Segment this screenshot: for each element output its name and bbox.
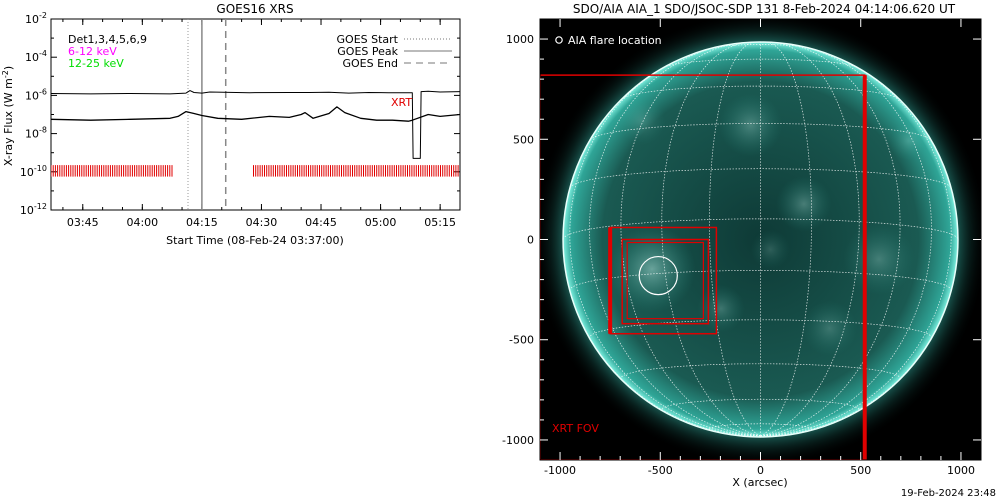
series-line-low xyxy=(51,106,460,122)
longitude-line xyxy=(760,43,901,437)
longitude-line xyxy=(589,44,761,437)
active-region-glow xyxy=(618,97,666,145)
y-tick-label: 10-8 xyxy=(25,126,47,141)
xrt-coverage-ticks xyxy=(51,165,459,177)
longitude-line xyxy=(709,42,761,437)
latitude-line xyxy=(563,218,958,240)
legend-low-band: 6-12 keV xyxy=(68,45,117,58)
x-tick-label: 04:15 xyxy=(186,216,218,229)
legend-circle-icon xyxy=(555,36,563,44)
xrt-fov-box xyxy=(626,241,704,320)
aia-image-panel: SDO/AIA AIA_1 SDO/JSOC-SDP 131 8-Feb-202… xyxy=(502,2,982,489)
legend-high-band: 12-25 keV xyxy=(68,57,124,70)
legend-goes-peak: GOES Peak xyxy=(337,45,398,58)
aia-y-tick-label: 500 xyxy=(513,133,534,146)
legend-goes-end: GOES End xyxy=(342,57,398,70)
xrt-label: XRT xyxy=(391,96,412,109)
aia-x-tick-label: 500 xyxy=(850,464,871,477)
active-region-glow xyxy=(843,223,915,295)
footer-timestamp: 19-Feb-2024 23:48 xyxy=(901,488,996,499)
longitude-line xyxy=(760,57,952,437)
x-tick-label: 05:00 xyxy=(365,216,397,229)
aia-x-axis-label: X (arcsec) xyxy=(732,476,787,489)
aia-y-tick-label: -1000 xyxy=(502,434,534,447)
latitude-line xyxy=(589,319,932,339)
goes-event-lines xyxy=(187,19,227,210)
aia-x-tick-label: -1000 xyxy=(544,464,576,477)
aia-legend: AIA flare location xyxy=(568,34,662,47)
aia-x-tick-label: -500 xyxy=(648,464,673,477)
latitude-line xyxy=(569,270,952,291)
aia-x-tick-label: 1000 xyxy=(947,464,975,477)
aia-axes: -1000 -500 0 500 1000 1000 500 0 -500 -1000 xyxy=(502,19,981,477)
latitude-line xyxy=(620,363,901,380)
longitude-line xyxy=(760,42,860,437)
goes-x-axis: 03:45 04:00 04:15 04:30 04:45 05:00 05:15 xyxy=(62,19,461,229)
x-tick-label: 05:15 xyxy=(424,216,456,229)
x-tick-label: 04:00 xyxy=(126,216,158,229)
goes-xrs-panel: GOES16 XRS 10-2 10-4 10-6 10-8 10-10 10-12 03… xyxy=(1,2,461,247)
x-tick-label: 04:45 xyxy=(305,216,337,229)
active-region-glow xyxy=(888,121,929,161)
longitude-line xyxy=(661,42,761,437)
y-tick-label: 10-4 xyxy=(25,49,47,64)
xrt-fov-boxes xyxy=(540,74,867,460)
x-tick-label: 03:45 xyxy=(67,216,99,229)
longitude-line xyxy=(569,57,761,437)
aia-y-tick-label: 0 xyxy=(527,234,534,247)
active-region-glow xyxy=(697,284,745,333)
active-region-glow xyxy=(801,300,858,356)
active-region-glow xyxy=(776,176,832,232)
longitude-line xyxy=(760,44,932,437)
aia-y-tick-label: 1000 xyxy=(506,33,534,46)
latitude-line xyxy=(589,123,932,141)
latitude-line xyxy=(663,58,858,68)
y-tick-label: 10-10 xyxy=(20,164,47,179)
latitude-line xyxy=(621,85,900,100)
longitude-line xyxy=(620,43,761,437)
aia-x-tick-label: 0 xyxy=(757,464,764,477)
y-tick-label: 10-12 xyxy=(20,202,47,217)
goes-y-axis-label: X-ray Flux (W m-2) xyxy=(1,66,15,166)
longitude-line xyxy=(760,42,812,437)
solar-limb xyxy=(562,41,959,438)
y-tick-label: 10-2 xyxy=(25,11,47,26)
goes-chart-title: GOES16 XRS xyxy=(216,2,293,16)
aia-y-tick-label: -500 xyxy=(509,334,534,347)
goes-x-axis-label: Start Time (08-Feb-24 03:37:00) xyxy=(166,234,344,247)
series-line-high xyxy=(51,90,460,159)
flare-location-circle xyxy=(638,255,678,296)
aia-title: SDO/AIA AIA_1 SDO/JSOC-SDP 131 8-Feb-202… xyxy=(573,2,956,16)
active-region-glow xyxy=(750,229,791,270)
xrt-fov-label: XRT FOV xyxy=(552,422,599,435)
y-tick-label: 10-6 xyxy=(25,87,47,102)
xrt-fov-box xyxy=(621,238,710,325)
goes-series xyxy=(51,90,460,159)
legend-detectors: Det1,3,4,5,6,9 xyxy=(68,33,147,46)
legend-goes-start: GOES Start xyxy=(337,33,399,46)
x-tick-label: 04:30 xyxy=(246,216,278,229)
latitude-line xyxy=(569,168,952,188)
active-region-glow xyxy=(608,225,696,313)
active-region-glow xyxy=(719,93,783,157)
